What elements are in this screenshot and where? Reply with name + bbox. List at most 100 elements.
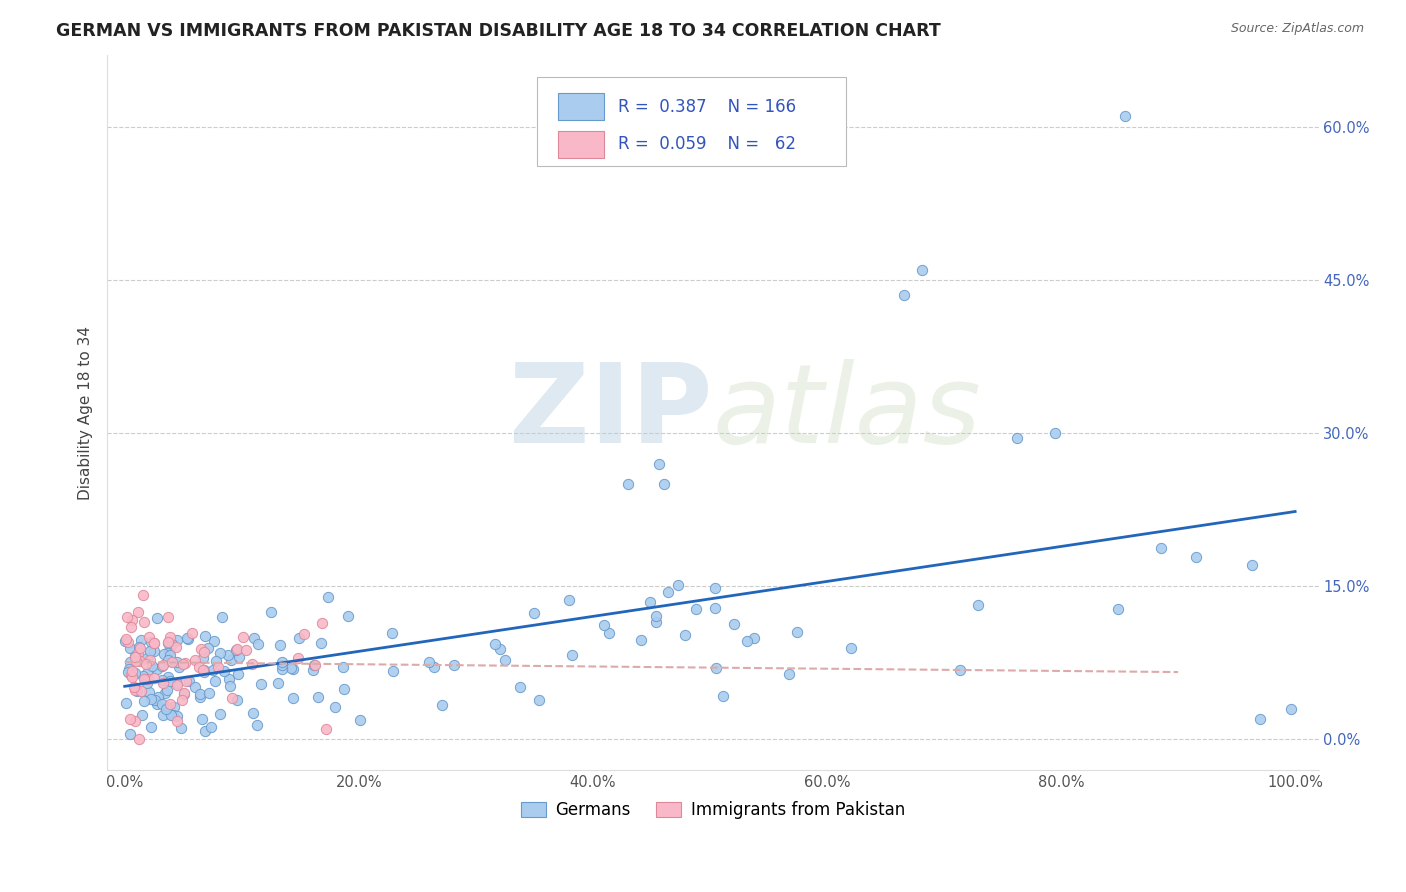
Point [114,633,136,648]
Point [270,656,292,670]
Point [1005,431,1028,445]
Point [226,641,249,656]
Point [127,605,149,619]
Point [159,630,181,644]
Point [146,697,169,711]
Point [160,637,183,651]
Point [1114,110,1136,124]
Point [167,660,190,674]
Point [225,643,247,657]
Point [188,690,211,704]
Point [202,663,225,677]
Point [118,727,141,741]
Point [141,659,163,673]
Point [135,657,157,672]
Point [332,660,354,674]
Text: ZIP: ZIP [509,359,713,466]
Point [124,682,146,697]
Point [166,633,188,648]
Point [839,641,862,656]
Point [159,697,181,711]
Point [204,655,226,669]
Point [617,477,640,491]
Point [132,694,155,708]
Point [207,660,229,674]
Point [135,666,157,681]
Point [288,631,311,645]
Point [198,686,221,700]
Point [166,708,188,723]
Point [349,714,371,728]
Point [269,638,291,652]
Point [121,670,143,684]
Point [165,640,187,654]
Point [247,637,270,651]
Point [228,649,250,664]
Point [166,714,188,728]
Point [138,630,160,644]
Point [138,685,160,699]
Point [134,673,156,687]
Point [742,631,765,645]
Point [673,628,696,642]
Point [152,648,174,662]
Point [509,680,531,694]
Point [152,675,174,690]
Point [139,691,162,706]
Point [176,631,198,645]
Point [217,648,239,662]
Point [121,667,143,681]
Y-axis label: Disability Age 18 to 34: Disability Age 18 to 34 [79,326,93,500]
Point [145,611,167,625]
Point [1150,541,1173,556]
Point [152,708,174,723]
Point [704,660,727,674]
Point [1107,602,1129,616]
Point [287,651,309,665]
Point [443,658,465,673]
Point [1045,425,1067,440]
Point [172,657,194,671]
Point [160,708,183,723]
Point [179,674,201,689]
Point [124,649,146,664]
Point [188,660,211,674]
Point [166,655,188,669]
Point [561,648,583,662]
Point [292,627,315,641]
Point [184,680,207,694]
Point [142,636,165,650]
Point [484,637,506,651]
Point [156,683,179,698]
Point [156,670,179,684]
Point [949,663,972,677]
Point [169,721,191,735]
Point [117,662,139,676]
Point [332,682,354,697]
Point [193,723,215,738]
Point [221,691,243,706]
Point [211,610,233,624]
Point [311,615,333,630]
Point [645,615,668,630]
Point [188,687,211,701]
Point [129,632,152,647]
Point [115,632,138,646]
Point [177,632,200,647]
FancyBboxPatch shape [558,93,603,120]
Point [723,617,745,632]
Point [1241,558,1264,572]
Point [1279,702,1302,716]
Point [280,660,302,674]
Point [120,620,142,634]
Point [337,609,360,624]
Point [193,665,215,679]
Point [430,698,453,712]
Point [124,681,146,696]
Point [132,588,155,602]
Point [212,664,235,678]
Point [191,650,214,665]
Point [120,668,142,682]
Point [150,673,173,687]
Point [558,592,581,607]
